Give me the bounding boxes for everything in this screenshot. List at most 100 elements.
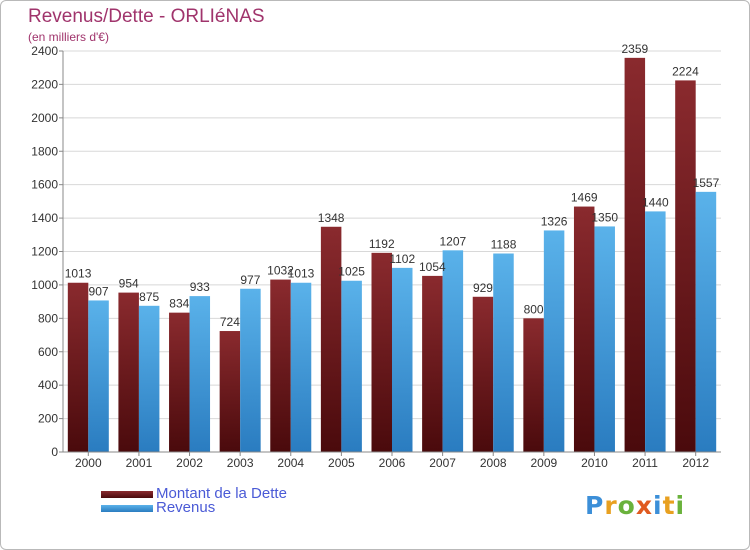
bar-debt	[624, 57, 646, 453]
data-label-revenue: 1013	[288, 267, 315, 281]
x-tick-label: 2006	[379, 456, 406, 470]
data-label-debt: 1192	[369, 237, 395, 251]
y-tick-label: 200	[38, 412, 58, 426]
bar-revenue	[341, 280, 362, 452]
legend-label-debt: Montant de la Dette	[156, 485, 287, 502]
bars	[67, 57, 717, 453]
bar-debt	[118, 292, 139, 452]
data-label-revenue: 875	[139, 290, 159, 304]
x-tick-label: 2009	[530, 456, 557, 470]
x-tick-label: 2001	[126, 456, 153, 470]
bar-revenue	[392, 267, 413, 452]
logo-letter: t	[662, 491, 676, 520]
data-label-debt: 1032	[267, 264, 294, 278]
x-tick-label: 2007	[429, 456, 456, 470]
y-tick-label: 1200	[31, 245, 58, 259]
x-tick-label: 2010	[581, 456, 608, 470]
bar-debt	[422, 275, 443, 452]
y-tick-label: 2400	[31, 44, 58, 58]
data-label-revenue: 907	[89, 284, 109, 298]
y-tick-label: 600	[38, 345, 58, 359]
bar-debt	[169, 312, 190, 452]
x-tick-label: 2011	[632, 456, 658, 470]
bar-revenue	[594, 226, 615, 452]
bar-revenue	[88, 300, 109, 452]
data-label-revenue: 1188	[491, 238, 517, 252]
bar-debt	[219, 331, 241, 452]
bar-revenue	[138, 305, 160, 452]
logo-letter: i	[675, 491, 686, 520]
data-label-revenue: 1326	[541, 214, 568, 228]
x-tick-label: 2008	[480, 456, 507, 470]
y-tick-label: 1800	[31, 144, 58, 158]
data-label-debt: 1469	[571, 191, 598, 205]
y-tick-label: 1600	[31, 178, 58, 192]
logo-letter: r	[604, 491, 618, 520]
data-label-debt: 1054	[419, 260, 446, 274]
legend: Montant de la Dette Revenus	[101, 485, 287, 516]
x-tick-label: 2000	[75, 456, 102, 470]
bar-debt	[67, 282, 89, 452]
y-tick-label: 0	[51, 445, 58, 459]
data-label-debt: 1348	[318, 211, 345, 225]
data-label-debt: 954	[119, 277, 139, 291]
bar-debt	[472, 296, 494, 452]
logo-letter: P	[585, 491, 605, 520]
bar-revenue	[645, 211, 666, 452]
legend-label-revenue: Revenus	[156, 499, 216, 516]
logo-letter: i	[653, 491, 663, 520]
chart-subtitle: (en milliers d'€)	[28, 30, 109, 44]
bar-debt	[371, 252, 392, 452]
chart-title: Revenus/Dette - ORLIéNAS	[28, 6, 265, 27]
y-tick-label: 1000	[31, 278, 58, 292]
bar-debt	[523, 318, 544, 452]
bar-revenue	[695, 191, 717, 452]
data-label-debt: 834	[169, 297, 189, 311]
data-label-debt: 1013	[65, 267, 92, 281]
data-label-debt: 2224	[672, 64, 699, 78]
x-tick-label: 2003	[227, 456, 254, 470]
data-label-revenue: 977	[240, 273, 260, 287]
y-tick-label: 400	[38, 378, 58, 392]
legend-item-debt: Montant de la Dette	[101, 485, 287, 502]
data-label-revenue: 1440	[642, 195, 669, 209]
x-tick-label: 2004	[277, 456, 304, 470]
legend-item-revenue: Revenus	[101, 499, 287, 516]
x-tick-label: 2002	[176, 456, 203, 470]
data-label-debt: 724	[220, 315, 240, 329]
y-tick-label: 800	[38, 311, 58, 325]
x-tick-label: 2005	[328, 456, 355, 470]
bar-revenue	[543, 230, 565, 452]
y-tick-label: 1400	[31, 211, 58, 225]
data-label-revenue: 1102	[389, 252, 415, 266]
bar-debt	[270, 279, 291, 452]
legend-swatch-debt	[101, 490, 153, 498]
data-label-revenue: 1557	[693, 176, 720, 190]
x-axis-ticks: 2000 2001 2002 2003 2004 2005 2006 2007 2008 2009…	[63, 451, 721, 470]
bar-debt	[675, 80, 696, 452]
y-tick-label: 2000	[31, 111, 58, 125]
data-label-revenue: 1025	[338, 265, 365, 279]
x-tick-label: 2012	[682, 456, 709, 470]
data-label-debt: 800	[524, 302, 544, 316]
bar-revenue	[240, 288, 261, 452]
data-label-debt: 929	[473, 281, 493, 295]
bar-revenue	[189, 296, 211, 452]
y-tick-label: 2200	[31, 77, 58, 91]
bar-revenue	[442, 250, 464, 452]
data-label-revenue: 1207	[440, 234, 467, 248]
bar-debt	[320, 226, 342, 452]
y-axis-ticks: 0 200 400 600 800 1000 1200 1400 1600 1800 2000 220…	[31, 44, 64, 459]
proxiti-logo: Proxiti	[585, 491, 685, 520]
bar-debt	[573, 206, 595, 452]
logo-letter: o	[617, 491, 636, 520]
data-label-debt: 2359	[621, 42, 648, 56]
bar-revenue	[493, 253, 514, 452]
data-label-revenue: 933	[190, 280, 210, 294]
bar-revenue	[290, 282, 312, 452]
data-label-revenue: 1350	[591, 210, 618, 224]
legend-swatch-revenue	[101, 504, 153, 512]
